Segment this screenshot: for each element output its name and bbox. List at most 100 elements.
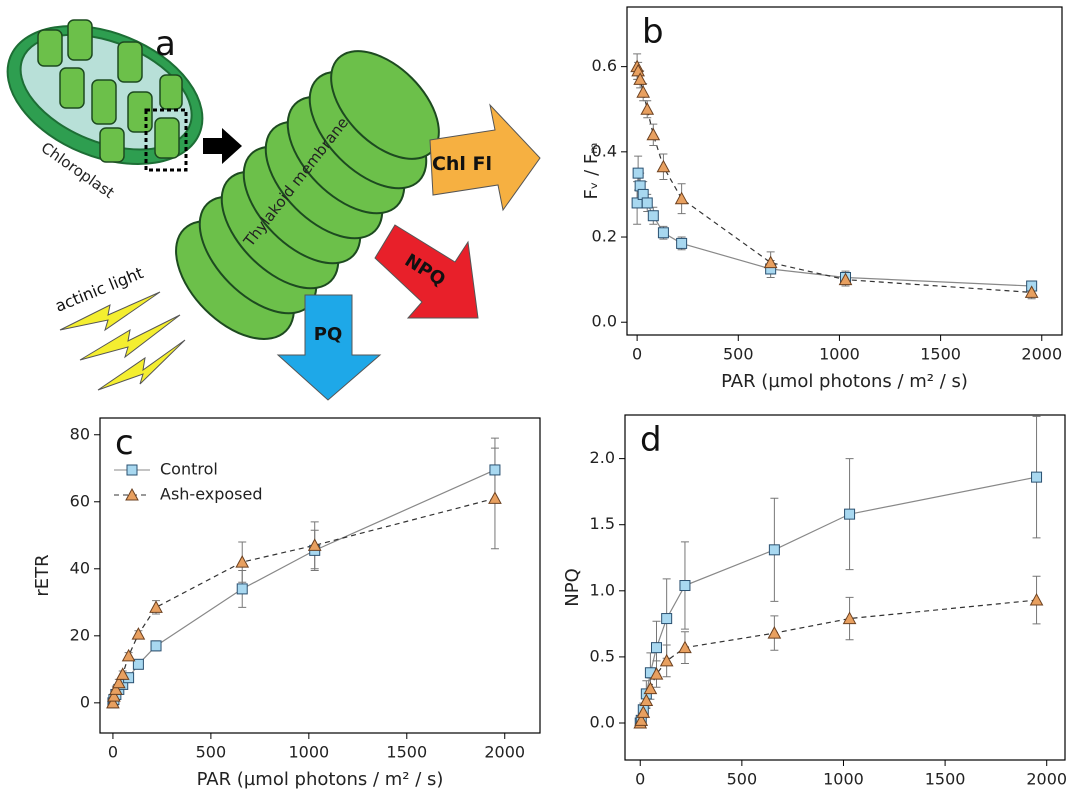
legend-label: Control <box>160 460 218 479</box>
marker <box>149 600 163 613</box>
arrow-label: Chl Fl <box>432 153 492 175</box>
y-tick-label: 0.0 <box>590 712 615 731</box>
marker <box>1024 285 1039 298</box>
plot-frame <box>99 417 541 734</box>
marker <box>107 689 121 702</box>
marker <box>109 682 123 695</box>
series-line <box>112 497 496 703</box>
marker <box>1029 593 1044 606</box>
y-tick-label: 60 <box>70 491 90 510</box>
marker <box>661 613 673 625</box>
marker <box>844 508 856 520</box>
marker <box>838 272 853 286</box>
arrow-label: PQ <box>314 324 343 345</box>
x-axis-label: PAR (µmol photons / m² / s) <box>197 769 444 790</box>
marker <box>636 85 651 98</box>
marker <box>641 197 653 209</box>
x-axis-label: PAR (µmol photons / m² / s) <box>721 371 968 392</box>
marker <box>646 127 661 141</box>
marker <box>631 63 645 77</box>
y-axis-label: rETR <box>32 554 53 596</box>
marker <box>115 667 130 680</box>
marker <box>657 227 669 239</box>
x-tick-label: 1000 <box>823 770 864 789</box>
y-tick-label: 0 <box>80 692 90 711</box>
panel-label: c <box>115 423 134 463</box>
x-tick-label: 2000 <box>484 743 525 762</box>
x-tick-label: 500 <box>727 770 758 789</box>
x-tick-label: 2000 <box>1026 770 1067 789</box>
x-tick-label: 1500 <box>925 770 966 789</box>
thylakoid <box>175 50 440 340</box>
marker <box>489 464 501 476</box>
y-tick-label: 20 <box>70 625 90 644</box>
marker <box>842 611 857 625</box>
plot-frame <box>624 414 1066 761</box>
grana <box>37 19 183 163</box>
y-tick-label: 0.6 <box>592 56 617 75</box>
marker <box>651 642 663 654</box>
x-tick-label: 0 <box>108 743 118 762</box>
marker <box>106 695 120 709</box>
marker <box>111 675 126 689</box>
y-tick-label: 40 <box>70 558 90 577</box>
y-tick-label: 0.0 <box>592 312 617 331</box>
y-tick-label: 1.0 <box>590 580 615 599</box>
diagram: Chloroplast a Thylakoid membrane Chl Fl … <box>6 19 541 401</box>
marker <box>640 102 655 115</box>
y-tick-label: 0.4 <box>592 141 617 160</box>
marker <box>488 491 502 504</box>
legend-label: Ash-exposed <box>160 485 263 504</box>
panel-label: a <box>155 24 176 64</box>
arrow <box>203 128 242 164</box>
marker <box>656 159 671 173</box>
zoom-box <box>144 108 188 172</box>
marker <box>121 648 136 662</box>
series-line <box>639 599 1037 724</box>
marker <box>678 640 692 654</box>
marker <box>679 580 691 592</box>
x-tick-label: 2000 <box>1021 345 1062 364</box>
series-line <box>112 469 496 704</box>
arrow <box>374 224 479 319</box>
series-line <box>636 173 1032 287</box>
y-tick-label: 80 <box>70 424 90 443</box>
x-tick-label: 500 <box>196 743 227 762</box>
marker <box>639 693 654 707</box>
marker <box>647 210 659 222</box>
marker <box>150 640 162 652</box>
arrow <box>429 103 541 212</box>
chart: 0 500 1000 1500 2000 0.0 0.2 0.4 0.6 PAR (µmol ph… <box>581 6 1063 392</box>
x-tick-label: 1500 <box>920 345 961 364</box>
marker <box>307 538 322 551</box>
y-axis-label: NPQ <box>562 568 583 607</box>
marker <box>768 544 780 556</box>
light-bolts <box>59 291 186 391</box>
marker <box>636 705 651 718</box>
x-tick-label: 1000 <box>288 743 329 762</box>
marker <box>125 487 139 501</box>
series-line <box>636 66 1032 294</box>
x-tick-label: 0 <box>635 770 645 789</box>
y-tick-label: 0.2 <box>592 227 617 246</box>
y-axis-label: Fᵥ / Fₘ <box>581 143 602 200</box>
marker <box>1031 471 1043 483</box>
marker <box>676 237 688 249</box>
marker <box>643 681 658 695</box>
marker <box>633 72 647 85</box>
arrow <box>276 294 382 401</box>
marker <box>634 713 649 726</box>
x-tick-label: 1500 <box>386 743 427 762</box>
marker <box>674 191 689 205</box>
marker <box>763 255 778 269</box>
series-line <box>639 476 1037 724</box>
chart: 0 500 1000 1500 2000 0 20 40 60 80 PAR (µmol photo… <box>32 417 541 790</box>
marker <box>235 555 250 568</box>
x-tick-label: 1000 <box>819 345 860 364</box>
marker <box>126 464 138 476</box>
plot-frame <box>626 6 1063 336</box>
panel-label: d <box>640 420 662 460</box>
x-tick-label: 500 <box>723 345 754 364</box>
